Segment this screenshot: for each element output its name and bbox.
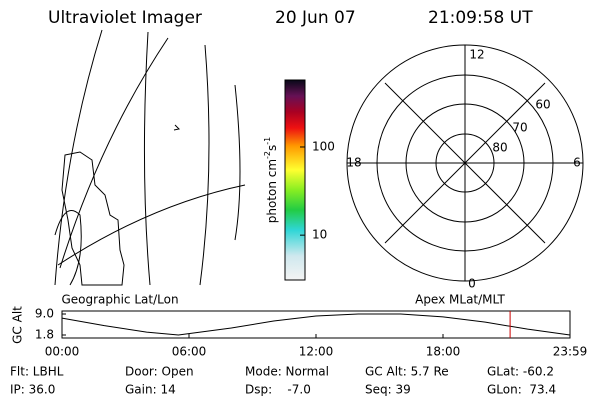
colorbar-tick-label: 100 xyxy=(312,139,335,153)
lat-label: 80 xyxy=(492,141,507,155)
info-field: GLat: -60.2 xyxy=(487,365,554,379)
colorbar-label: photon cm-2s-1 xyxy=(263,137,279,224)
info-field: Door: Open xyxy=(125,365,194,379)
alt-plot-frame xyxy=(61,310,571,339)
title: Ultraviolet Imager xyxy=(48,8,202,28)
map-label: Apex MLat/MLT xyxy=(415,293,505,307)
x-tick-label: 06:00 xyxy=(172,345,207,359)
info-field: IP: 36.0 xyxy=(10,383,55,397)
y-tick-label: 1.8 xyxy=(35,328,54,342)
geo-map xyxy=(54,29,246,286)
alt-line xyxy=(61,313,571,336)
info-field: Mode: Normal xyxy=(245,365,329,379)
info-field: Dsp: -7.0 xyxy=(245,383,311,397)
lat-label: 60 xyxy=(535,98,550,112)
mlt-label: 6 xyxy=(573,156,581,170)
map-label: Geographic Lat/Lon xyxy=(61,293,178,307)
y-tick-label: 9.0 xyxy=(35,307,54,321)
time: 21:09:58 UT xyxy=(428,8,533,28)
colorbar-tick-label: 10 xyxy=(312,228,327,242)
lat-label: 70 xyxy=(512,121,527,135)
info-field: Gain: 14 xyxy=(125,383,176,397)
x-tick-label: 00:00 xyxy=(45,345,80,359)
polar-grid xyxy=(346,44,584,282)
info-field: GLon: 73.4 xyxy=(487,383,556,397)
colorbar xyxy=(284,79,306,281)
x-tick-label: 18:00 xyxy=(426,345,461,359)
info-field: Flt: LBHL xyxy=(10,365,64,379)
mlt-label: 0 xyxy=(468,277,476,291)
date: 20 Jun 07 xyxy=(275,8,356,28)
y-axis-label: GC Alt xyxy=(11,306,25,344)
info-field: GC Alt: 5.7 Re xyxy=(365,365,449,379)
x-tick-label: 23:59 xyxy=(553,345,588,359)
mlt-label: 12 xyxy=(469,48,484,62)
info-field: Seq: 39 xyxy=(365,383,411,397)
x-tick-label: 12:00 xyxy=(299,345,334,359)
mlt-label: 18 xyxy=(346,156,361,170)
